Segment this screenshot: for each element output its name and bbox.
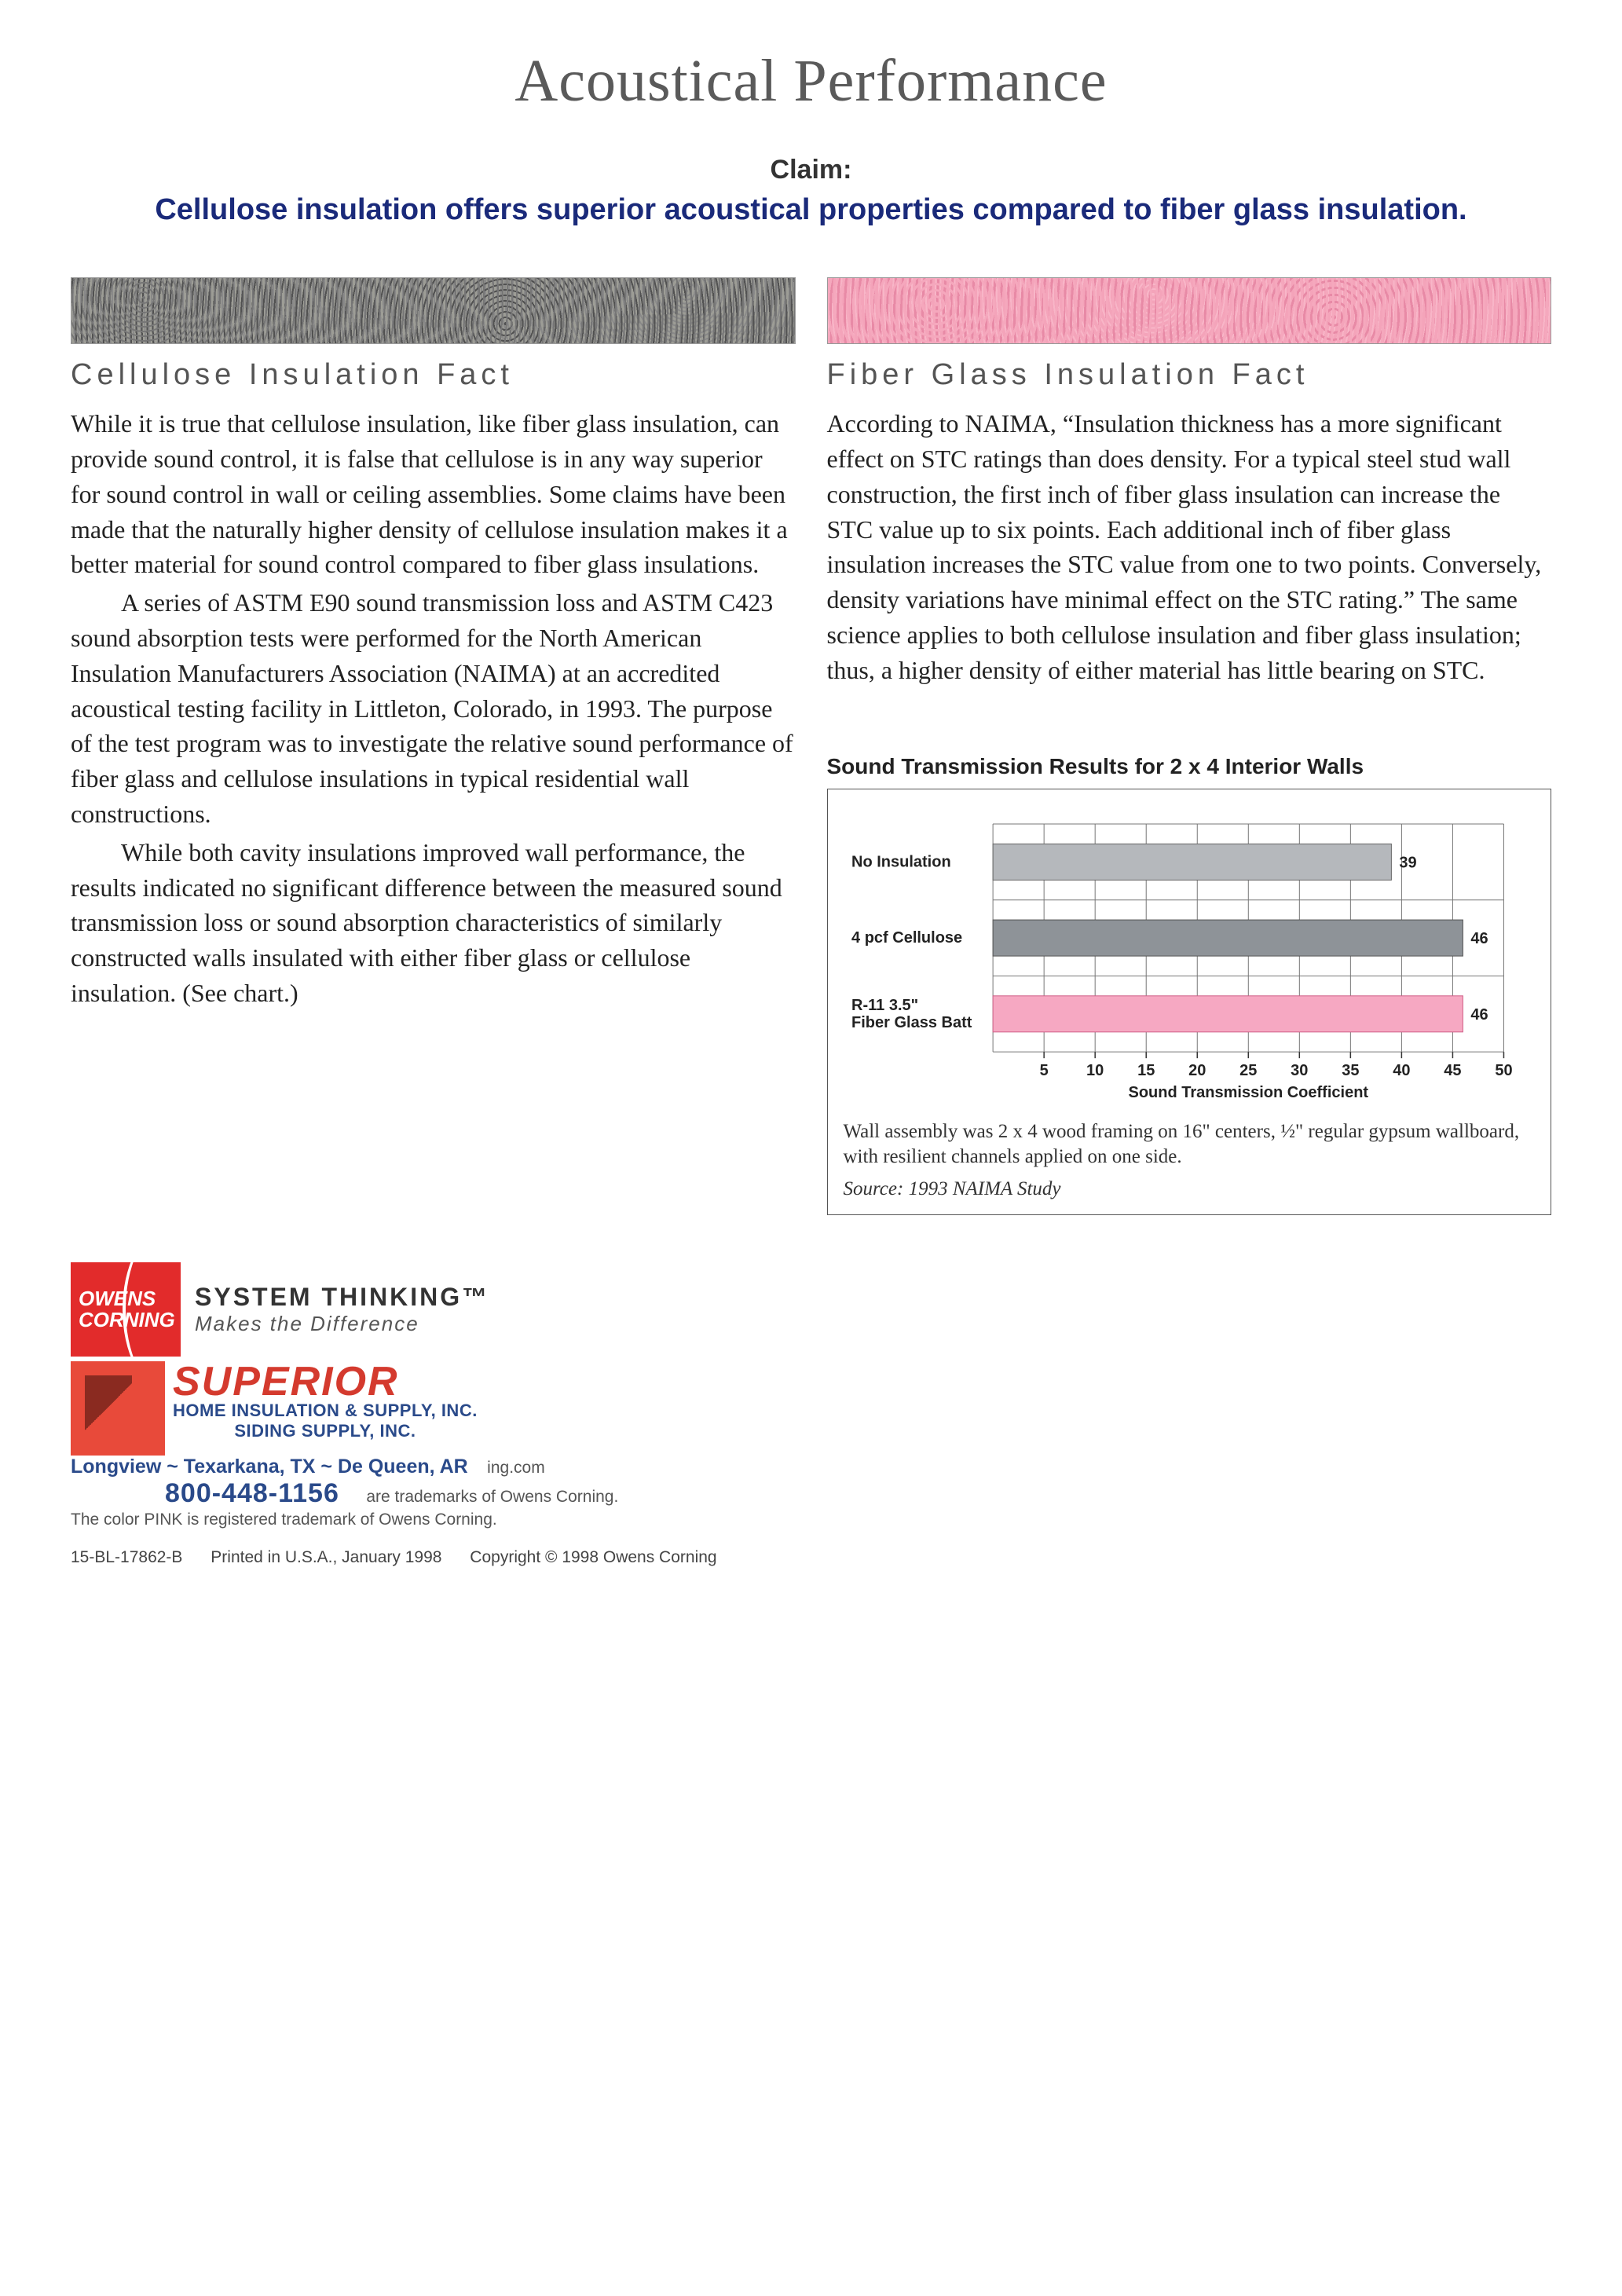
svg-text:46: 46 bbox=[1470, 1005, 1488, 1023]
system-thinking-sub: Makes the Difference bbox=[195, 1312, 489, 1336]
right-column: Fiber Glass Insulation Fact According to… bbox=[827, 277, 1552, 1215]
svg-text:45: 45 bbox=[1444, 1062, 1461, 1079]
cellulose-body: While it is true that cellulose insulati… bbox=[71, 406, 796, 1011]
superior-sub1: HOME INSULATION & SUPPLY, INC. bbox=[173, 1401, 478, 1421]
cellulose-texture-image bbox=[71, 277, 796, 344]
print-line: 15-BL-17862-B Printed in U.S.A., January… bbox=[71, 1548, 1551, 1567]
superior-logo-icon bbox=[71, 1361, 165, 1456]
bar-chart: 5 10 15 20 25 30 35 40 45 50 39 No Insulation 46 4 pc… bbox=[844, 808, 1536, 1107]
owens-corning-logo: OWENS CORNING bbox=[71, 1262, 181, 1357]
svg-text:30: 30 bbox=[1291, 1062, 1308, 1079]
trademark-line: are trademarks of Owens Corning. bbox=[366, 1488, 618, 1506]
phone-row: 800-448-1156 are trademarks of Owens Cor… bbox=[71, 1478, 1551, 1509]
cellulose-p1: While it is true that cellulose insulati… bbox=[71, 406, 796, 582]
svg-text:No Insulation: No Insulation bbox=[851, 853, 951, 870]
left-column: Cellulose Insulation Fact While it is tr… bbox=[71, 277, 796, 1215]
chart-title: Sound Transmission Results for 2 x 4 Int… bbox=[827, 754, 1552, 779]
printed: Printed in U.S.A., January 1998 bbox=[211, 1548, 441, 1566]
pink-line: The color PINK is registered trademark o… bbox=[71, 1511, 1551, 1529]
claim-label: Claim: bbox=[71, 155, 1551, 185]
copyright: Copyright © 1998 Owens Corning bbox=[470, 1548, 716, 1566]
claim-text: Cellulose insulation offers superior aco… bbox=[71, 190, 1551, 230]
svg-text:5: 5 bbox=[1039, 1062, 1048, 1079]
cellulose-p3: While both cavity insulations improved w… bbox=[71, 835, 796, 1011]
cellulose-p2: A series of ASTM E90 sound transmission … bbox=[71, 585, 796, 832]
superior-name: SUPERIOR bbox=[173, 1361, 478, 1402]
domain-fragment: ing.com bbox=[487, 1459, 545, 1477]
fiberglass-body: According to NAIMA, “Insulation thicknes… bbox=[827, 406, 1552, 690]
fiberglass-heading: Fiber Glass Insulation Fact bbox=[827, 358, 1552, 392]
page-title: Acoustical Performance bbox=[71, 47, 1551, 115]
svg-text:15: 15 bbox=[1137, 1062, 1155, 1079]
oc-logo-line2: CORNING bbox=[79, 1309, 181, 1331]
svg-text:50: 50 bbox=[1495, 1062, 1512, 1079]
system-thinking-title: SYSTEM THINKING™ bbox=[195, 1283, 489, 1312]
footer: OWENS CORNING SYSTEM THINKING™ Makes the… bbox=[71, 1262, 1551, 1567]
svg-text:Fiber Glass Batt: Fiber Glass Batt bbox=[851, 1013, 972, 1031]
fiberglass-texture-image bbox=[827, 277, 1552, 344]
svg-text:R-11 3.5": R-11 3.5" bbox=[851, 996, 918, 1013]
locations-row: Longview ~ Texarkana, TX ~ De Queen, AR … bbox=[71, 1456, 1551, 1478]
cellulose-heading: Cellulose Insulation Fact bbox=[71, 358, 796, 392]
svg-text:40: 40 bbox=[1393, 1062, 1410, 1079]
oc-logo-line1: OWENS bbox=[79, 1288, 181, 1309]
superior-block: SUPERIOR HOME INSULATION & SUPPLY, INC. … bbox=[71, 1361, 1551, 1456]
doc-id: 15-BL-17862-B bbox=[71, 1548, 182, 1566]
svg-text:4 pcf Cellulose: 4 pcf Cellulose bbox=[851, 929, 962, 947]
system-thinking: SYSTEM THINKING™ Makes the Difference bbox=[195, 1283, 489, 1336]
superior-text: SUPERIOR HOME INSULATION & SUPPLY, INC. … bbox=[173, 1361, 478, 1441]
claim-block: Claim: Cellulose insulation offers super… bbox=[71, 155, 1551, 230]
svg-text:Sound Transmission Coefficient: Sound Transmission Coefficient bbox=[1128, 1084, 1368, 1101]
superior-phone: 800-448-1156 bbox=[165, 1478, 339, 1509]
superior-locations: Longview ~ Texarkana, TX ~ De Queen, AR bbox=[71, 1456, 468, 1478]
svg-text:35: 35 bbox=[1342, 1062, 1359, 1079]
chart-caption: Wall assembly was 2 x 4 wood framing on … bbox=[844, 1119, 1536, 1170]
svg-text:39: 39 bbox=[1399, 854, 1416, 871]
fiberglass-p1: According to NAIMA, “Insulation thicknes… bbox=[827, 406, 1552, 687]
svg-text:20: 20 bbox=[1188, 1062, 1206, 1079]
svg-text:10: 10 bbox=[1086, 1062, 1104, 1079]
chart-container: 5 10 15 20 25 30 35 40 45 50 39 No Insulation 46 4 pc… bbox=[827, 789, 1552, 1215]
two-columns: Cellulose Insulation Fact While it is tr… bbox=[71, 277, 1551, 1215]
chart-source: Source: 1993 NAIMA Study bbox=[844, 1178, 1536, 1200]
brand-row: OWENS CORNING SYSTEM THINKING™ Makes the… bbox=[71, 1262, 1551, 1357]
superior-sub2: SIDING SUPPLY, INC. bbox=[173, 1421, 478, 1441]
svg-text:46: 46 bbox=[1470, 930, 1488, 947]
svg-text:25: 25 bbox=[1239, 1062, 1257, 1079]
